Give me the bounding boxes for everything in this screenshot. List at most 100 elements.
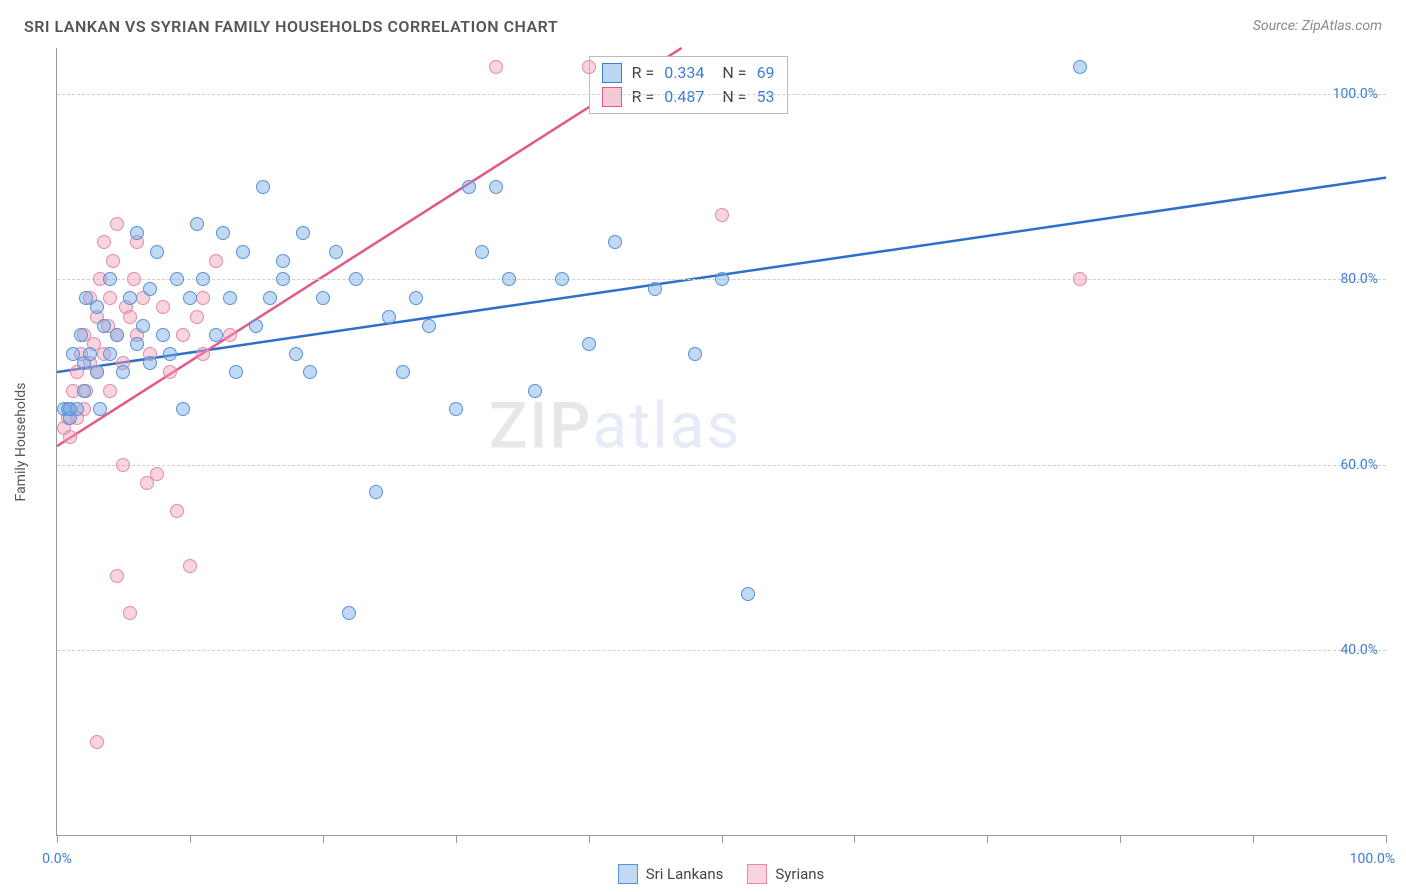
x-tick	[1120, 835, 1121, 843]
scatter-point	[190, 310, 204, 324]
scatter-point	[176, 402, 190, 416]
legend-swatch	[747, 864, 767, 884]
chart-container: SRI LANKAN VS SYRIAN FAMILY HOUSEHOLDS C…	[0, 0, 1406, 892]
correlation-legend: R =0.334N =69R =0.487N =53	[589, 56, 788, 114]
watermark: ZIPatlas	[489, 388, 742, 463]
y-tick-label: 40.0%	[1340, 642, 1378, 658]
scatter-point	[196, 347, 210, 361]
scatter-point	[396, 365, 410, 379]
scatter-point	[489, 60, 503, 74]
scatter-point	[582, 337, 596, 351]
scatter-point	[63, 430, 77, 444]
chart-title: SRI LANKAN VS SYRIAN FAMILY HOUSEHOLDS C…	[24, 17, 558, 36]
watermark-atlas: atlas	[592, 388, 741, 463]
scatter-point	[150, 467, 164, 481]
scatter-point	[715, 272, 729, 286]
scatter-point	[170, 272, 184, 286]
scatter-point	[97, 319, 111, 333]
x-tick	[57, 835, 58, 843]
legend-swatch	[618, 864, 638, 884]
scatter-point	[329, 245, 343, 259]
legend-swatch	[602, 87, 622, 107]
gridline	[57, 94, 1386, 95]
scatter-point	[130, 337, 144, 351]
scatter-point	[1073, 60, 1087, 74]
x-tick	[589, 835, 590, 843]
scatter-point	[77, 384, 91, 398]
scatter-point	[196, 272, 210, 286]
scatter-point	[276, 272, 290, 286]
x-tick	[854, 835, 855, 843]
scatter-point	[123, 606, 137, 620]
watermark-zip: ZIP	[489, 388, 593, 463]
scatter-point	[648, 282, 662, 296]
y-tick-label: 60.0%	[1340, 457, 1378, 473]
series-legend: Sri Lankans Syrians	[56, 864, 1386, 884]
legend-r-value: 0.487	[664, 87, 704, 106]
chart-source: Source: ZipAtlas.com	[1253, 18, 1382, 34]
scatter-point	[127, 272, 141, 286]
gridline	[57, 650, 1386, 651]
legend-n-label: N =	[722, 87, 746, 106]
scatter-point	[170, 504, 184, 518]
scatter-point	[163, 365, 177, 379]
scatter-point	[223, 328, 237, 342]
scatter-point	[409, 291, 423, 305]
scatter-point	[190, 217, 204, 231]
scatter-point	[90, 735, 104, 749]
scatter-point	[150, 245, 164, 259]
scatter-point	[475, 245, 489, 259]
scatter-point	[289, 347, 303, 361]
scatter-point	[110, 328, 124, 342]
scatter-point	[349, 272, 363, 286]
scatter-point	[103, 347, 117, 361]
scatter-point	[83, 347, 97, 361]
y-tick-label: 80.0%	[1340, 271, 1378, 287]
scatter-point	[263, 291, 277, 305]
scatter-point	[382, 310, 396, 324]
scatter-point	[183, 559, 197, 573]
scatter-point	[209, 328, 223, 342]
scatter-point	[106, 254, 120, 268]
scatter-point	[74, 328, 88, 342]
trend-lines-layer	[57, 48, 1386, 835]
scatter-point	[90, 300, 104, 314]
series-legend-item: Syrians	[747, 864, 824, 884]
scatter-point	[116, 365, 130, 379]
series-legend-item: Sri Lankans	[618, 864, 724, 884]
scatter-point	[90, 365, 104, 379]
x-tick	[190, 835, 191, 843]
series-legend-label: Sri Lankans	[646, 865, 724, 883]
scatter-point	[156, 300, 170, 314]
scatter-point	[715, 208, 729, 222]
scatter-point	[256, 180, 270, 194]
legend-n-value: 53	[757, 87, 775, 106]
scatter-point	[303, 365, 317, 379]
legend-r-value: 0.334	[664, 63, 704, 82]
scatter-point	[342, 606, 356, 620]
scatter-point	[449, 402, 463, 416]
x-tick	[987, 835, 988, 843]
scatter-point	[136, 319, 150, 333]
scatter-point	[216, 226, 230, 240]
scatter-point	[103, 272, 117, 286]
legend-r-label: R =	[632, 87, 655, 106]
gridline	[57, 465, 1386, 466]
scatter-point	[582, 60, 596, 74]
correlation-legend-row: R =0.334N =69	[590, 61, 787, 85]
series-legend-label: Syrians	[775, 865, 824, 883]
scatter-point	[608, 235, 622, 249]
scatter-point	[143, 356, 157, 370]
scatter-point	[489, 180, 503, 194]
scatter-point	[143, 282, 157, 296]
scatter-point	[316, 291, 330, 305]
x-tick	[722, 835, 723, 843]
scatter-point	[93, 402, 107, 416]
legend-n-label: N =	[722, 63, 746, 82]
scatter-point	[688, 347, 702, 361]
scatter-point	[116, 458, 130, 472]
scatter-point	[110, 569, 124, 583]
scatter-point	[1073, 272, 1087, 286]
scatter-point	[369, 485, 383, 499]
scatter-point	[123, 291, 137, 305]
